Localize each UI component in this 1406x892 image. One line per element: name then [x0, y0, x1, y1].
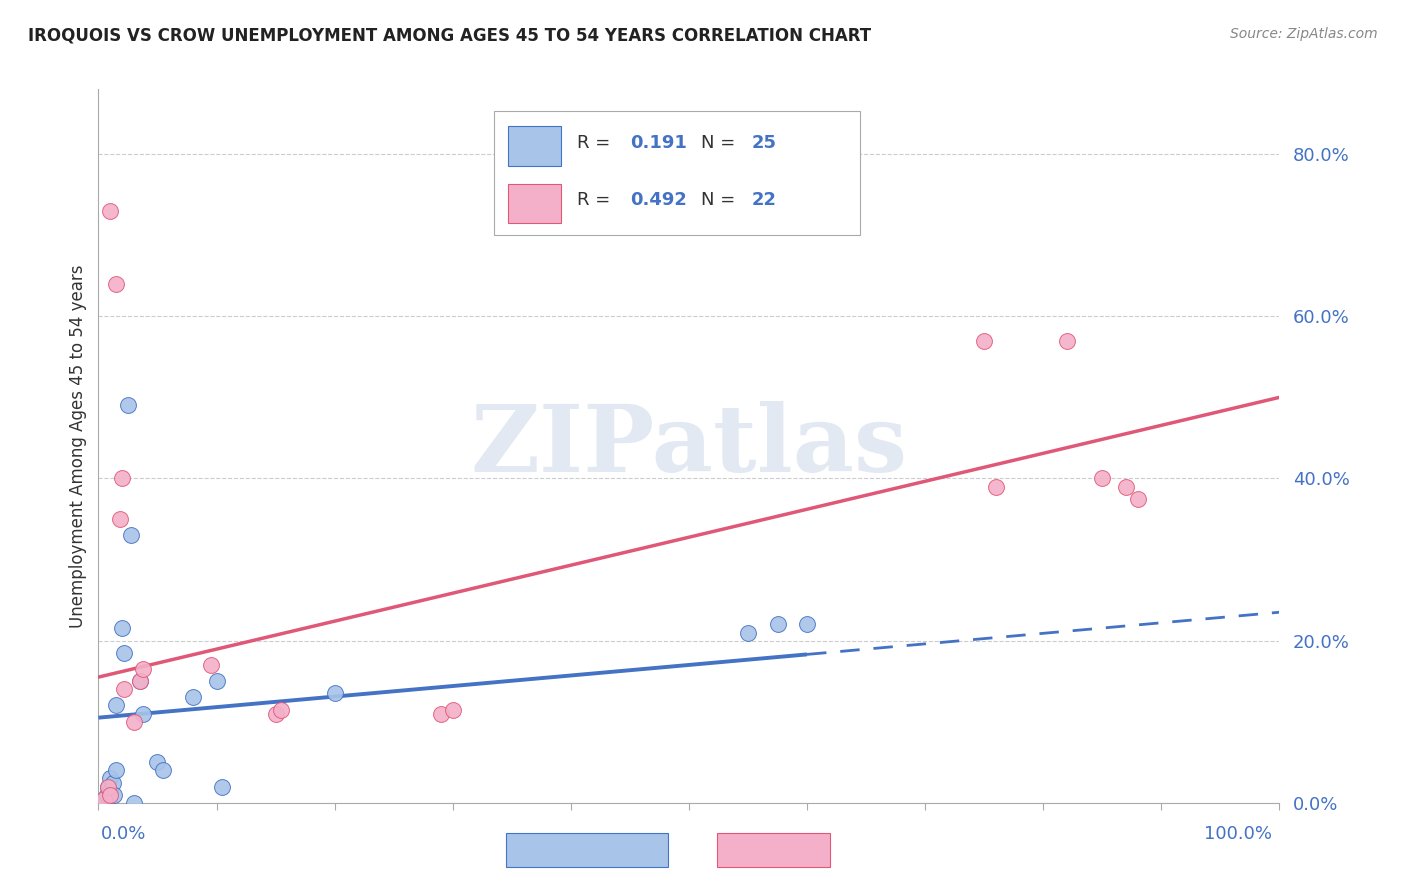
- Point: [1126, 491, 1149, 506]
- Point: [323, 686, 346, 700]
- Point: [98, 783, 121, 797]
- Point: [211, 780, 233, 794]
- Text: 22: 22: [752, 191, 776, 209]
- Point: [128, 674, 150, 689]
- Point: [1056, 334, 1078, 348]
- Point: [181, 690, 204, 705]
- Point: [270, 702, 292, 716]
- Point: [101, 775, 124, 789]
- FancyBboxPatch shape: [508, 184, 561, 223]
- Point: [105, 277, 128, 291]
- Point: [796, 617, 818, 632]
- Text: 0.0%: 0.0%: [101, 825, 146, 843]
- Point: [737, 625, 759, 640]
- Text: 0.492: 0.492: [630, 191, 686, 209]
- Point: [1091, 471, 1114, 485]
- Point: [264, 706, 287, 721]
- Y-axis label: Unemployment Among Ages 45 to 54 years: Unemployment Among Ages 45 to 54 years: [69, 264, 87, 628]
- Point: [430, 706, 453, 721]
- Point: [111, 471, 134, 485]
- Point: [146, 756, 169, 770]
- Text: N =: N =: [700, 134, 741, 152]
- Text: Iroquois: Iroquois: [537, 841, 602, 859]
- Point: [200, 657, 222, 672]
- Point: [98, 788, 121, 802]
- Point: [108, 512, 131, 526]
- Point: [973, 334, 995, 348]
- Point: [122, 714, 145, 729]
- Point: [111, 622, 134, 636]
- Point: [152, 764, 174, 778]
- Text: Crow: Crow: [752, 841, 794, 859]
- Text: 100.0%: 100.0%: [1205, 825, 1272, 843]
- Point: [93, 791, 115, 805]
- FancyBboxPatch shape: [508, 127, 561, 166]
- Point: [132, 662, 155, 676]
- Point: [105, 698, 128, 713]
- Text: Source: ZipAtlas.com: Source: ZipAtlas.com: [1230, 27, 1378, 41]
- Point: [98, 203, 121, 218]
- Point: [441, 702, 464, 716]
- Text: N =: N =: [700, 191, 741, 209]
- Point: [97, 780, 120, 794]
- Point: [766, 617, 789, 632]
- Point: [105, 764, 128, 778]
- Point: [117, 399, 139, 413]
- Point: [205, 674, 228, 689]
- Point: [121, 528, 143, 542]
- Point: [96, 788, 118, 802]
- Point: [122, 796, 145, 810]
- Point: [93, 791, 115, 805]
- Point: [984, 479, 1007, 493]
- Point: [128, 674, 150, 689]
- Text: 25: 25: [752, 134, 776, 152]
- Text: IROQUOIS VS CROW UNEMPLOYMENT AMONG AGES 45 TO 54 YEARS CORRELATION CHART: IROQUOIS VS CROW UNEMPLOYMENT AMONG AGES…: [28, 27, 872, 45]
- FancyBboxPatch shape: [494, 111, 860, 235]
- Point: [97, 780, 120, 794]
- Point: [98, 772, 121, 786]
- Text: R =: R =: [576, 191, 616, 209]
- Point: [112, 646, 135, 660]
- Text: 0.191: 0.191: [630, 134, 686, 152]
- Point: [103, 788, 125, 802]
- Point: [132, 706, 155, 721]
- Text: ZIPatlas: ZIPatlas: [471, 401, 907, 491]
- Text: R =: R =: [576, 134, 616, 152]
- Point: [112, 682, 135, 697]
- Point: [1115, 479, 1137, 493]
